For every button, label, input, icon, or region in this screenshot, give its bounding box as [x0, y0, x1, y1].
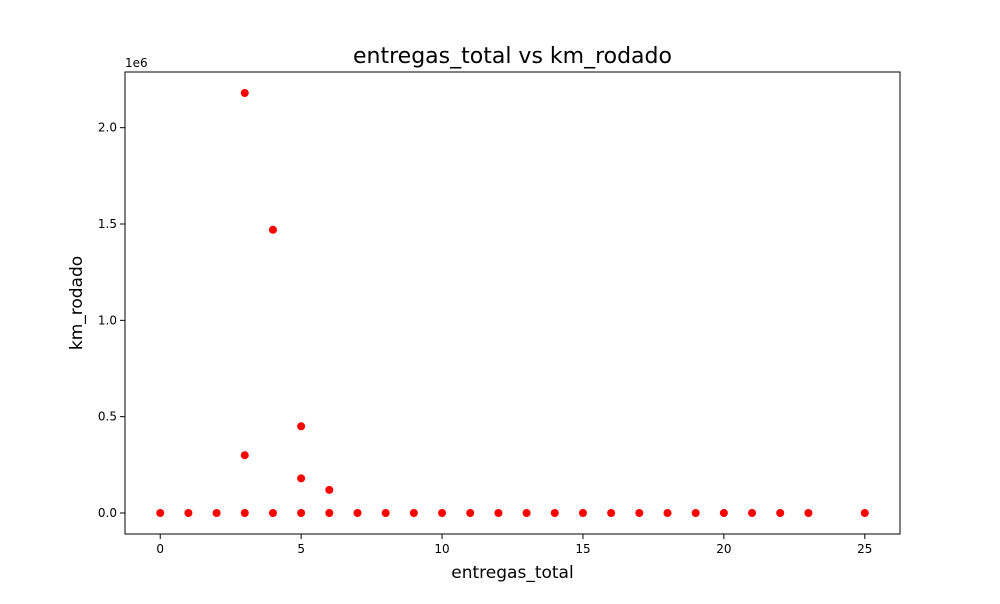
- y-axis-offset-label: 1e6: [125, 56, 148, 70]
- x-tick-label: 25: [857, 542, 872, 556]
- data-point: [297, 509, 306, 517]
- data-point: [184, 509, 193, 517]
- data-point: [438, 509, 447, 517]
- data-point: [466, 509, 475, 517]
- data-point: [325, 485, 334, 494]
- data-point: [860, 509, 869, 517]
- data-point: [409, 509, 418, 517]
- data-point: [381, 509, 390, 517]
- x-axis-label: entregas_total: [451, 563, 573, 583]
- data-point: [353, 509, 362, 517]
- x-tick-label: 15: [575, 542, 590, 556]
- data-point: [494, 509, 503, 517]
- data-point: [240, 509, 249, 517]
- data-point: [748, 509, 757, 517]
- y-axis-label: km_rodado: [67, 256, 87, 350]
- data-point: [268, 509, 277, 517]
- y-tick-label: 2.0: [98, 121, 117, 135]
- x-tick-label: 10: [434, 542, 449, 556]
- x-axis-ticks: 0 5 10 15 20 25: [156, 534, 872, 556]
- data-point: [240, 89, 249, 97]
- data-point: [578, 509, 587, 517]
- y-axis-ticks: 0.0 0.5 1.0 1.5 2.0: [98, 121, 125, 520]
- plot-frame: [124, 71, 901, 535]
- data-point: [212, 509, 221, 517]
- x-tick-label: 5: [297, 542, 305, 556]
- data-point: [297, 474, 306, 483]
- data-point: [607, 509, 616, 517]
- data-point: [156, 509, 165, 517]
- x-tick-label: 20: [716, 542, 731, 556]
- data-point: [719, 509, 728, 517]
- points-layer: [156, 89, 869, 517]
- y-tick-label: 0.5: [98, 410, 117, 424]
- data-point: [325, 509, 334, 517]
- plot-area: [125, 72, 900, 534]
- data-point: [635, 509, 644, 517]
- data-point: [691, 509, 700, 517]
- data-point: [550, 509, 559, 517]
- y-tick-label: 1.0: [98, 313, 117, 327]
- data-point: [804, 509, 813, 517]
- data-point: [240, 451, 249, 460]
- y-tick-label: 1.5: [98, 217, 117, 231]
- x-tick-label: 0: [156, 542, 164, 556]
- data-point: [663, 509, 672, 517]
- data-point: [522, 509, 531, 517]
- y-tick-label: 0.0: [98, 506, 117, 520]
- data-point: [776, 509, 785, 517]
- data-point: [297, 422, 306, 431]
- data-point: [268, 225, 277, 234]
- chart-title: entregas_total vs km_rodado: [353, 44, 672, 69]
